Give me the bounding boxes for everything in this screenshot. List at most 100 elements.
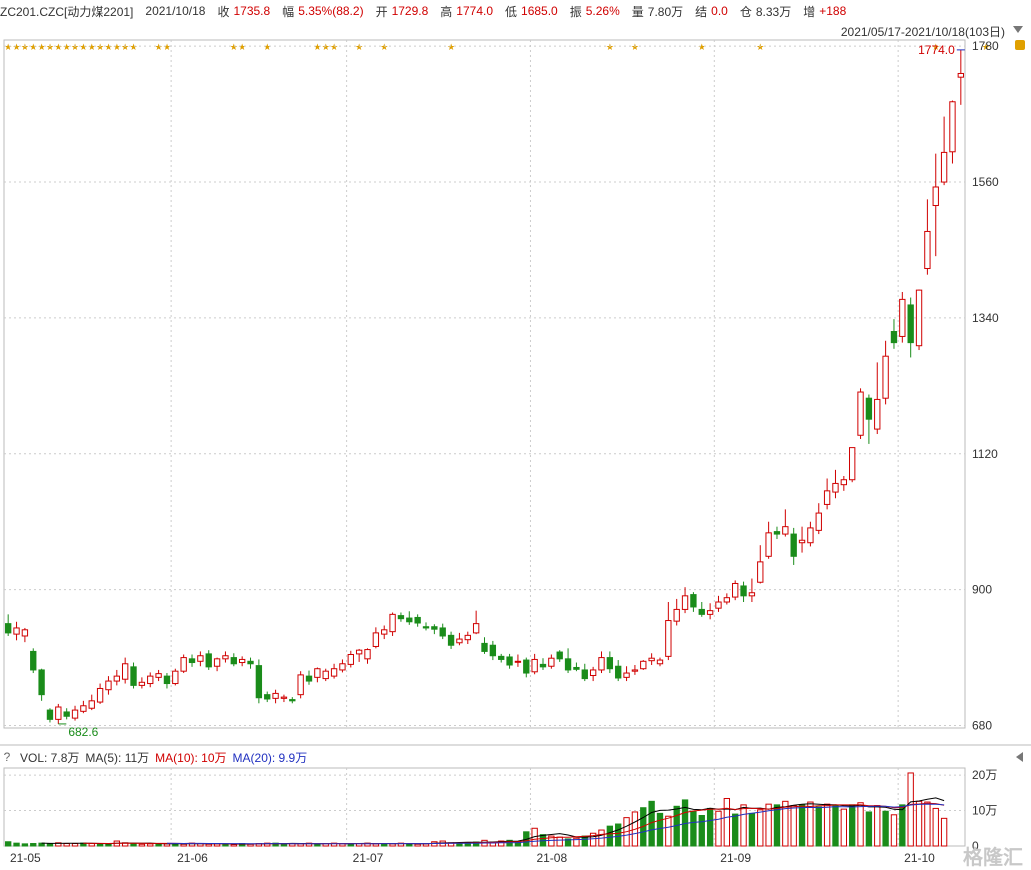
candle-body bbox=[882, 355, 889, 399]
volume-bar bbox=[765, 803, 772, 847]
candle-body bbox=[113, 675, 120, 682]
candle-body bbox=[924, 230, 931, 270]
candle-body bbox=[172, 670, 179, 685]
candle-body bbox=[422, 626, 430, 629]
star-marker: ★ bbox=[4, 42, 13, 52]
vol-ma10-line bbox=[83, 802, 945, 845]
volume-indicator-header: ? VOL: 7.8万 MA(5): 11万 MA(10): 10万 MA(20… bbox=[0, 748, 313, 766]
candle-body bbox=[589, 669, 597, 677]
candle-body bbox=[506, 656, 513, 666]
candle-body bbox=[96, 687, 104, 703]
candle-body bbox=[314, 668, 321, 678]
candle-body bbox=[147, 675, 154, 685]
volume-bar bbox=[773, 804, 781, 847]
volume-bar bbox=[230, 844, 237, 847]
star-marker: ★ bbox=[229, 42, 238, 52]
candle-body bbox=[907, 304, 914, 344]
candle-body bbox=[489, 644, 497, 657]
scroll-left-icon[interactable] bbox=[1016, 752, 1023, 762]
candle-body bbox=[5, 623, 12, 634]
candle-body bbox=[681, 595, 689, 610]
vol-ma10: MA(10): 10万 bbox=[155, 750, 227, 765]
star-marker: ★ bbox=[931, 42, 940, 52]
volume-bar bbox=[740, 804, 747, 847]
volume-bar bbox=[130, 843, 137, 847]
candle-body bbox=[832, 482, 839, 493]
candle-body bbox=[940, 151, 948, 183]
volume-bar bbox=[815, 806, 822, 847]
change-value: 5.35%(88.2) bbox=[298, 4, 364, 18]
volume-bar bbox=[21, 843, 29, 847]
price-tick-label: 900 bbox=[972, 583, 992, 597]
date-label: 2021/10/18 bbox=[145, 4, 206, 18]
star-marker: ★ bbox=[96, 42, 105, 52]
star-marker: ★ bbox=[112, 42, 121, 52]
candle-body bbox=[556, 651, 563, 660]
volume-bar bbox=[690, 810, 697, 847]
high-label: 高 bbox=[440, 4, 453, 19]
candle-body bbox=[21, 629, 29, 637]
volume-bar bbox=[63, 843, 70, 847]
candle-body bbox=[431, 626, 438, 630]
range-dropdown-icon[interactable] bbox=[1013, 26, 1023, 33]
candle-body bbox=[381, 629, 388, 635]
candle-body bbox=[715, 601, 722, 609]
candle-body bbox=[857, 391, 864, 436]
star-marker: ★ bbox=[605, 42, 614, 52]
candle-body bbox=[815, 512, 822, 531]
x-tick-label: 21-05 bbox=[10, 851, 41, 865]
low-label: 低 bbox=[505, 4, 518, 19]
candle-body bbox=[355, 649, 363, 655]
candle-body bbox=[456, 638, 463, 644]
volume-bar bbox=[414, 843, 421, 847]
open-value: 1729.8 bbox=[391, 4, 429, 18]
candle-body bbox=[957, 72, 964, 78]
volume-bar bbox=[899, 804, 906, 847]
star-marker: ★ bbox=[62, 42, 71, 52]
high-annotation: 1774.0 bbox=[918, 43, 955, 57]
candle-body bbox=[222, 655, 229, 660]
lock-icon[interactable] bbox=[1015, 40, 1025, 50]
volume-bar bbox=[915, 800, 923, 847]
candle-body bbox=[13, 627, 20, 635]
volume-bar bbox=[882, 810, 889, 847]
candle-body bbox=[631, 669, 639, 672]
candle-body bbox=[564, 658, 572, 671]
candle-body bbox=[581, 669, 588, 680]
candle-body bbox=[105, 680, 112, 691]
star-marker: ★ bbox=[162, 42, 172, 52]
candle-body bbox=[823, 490, 831, 505]
star-marker: ★ bbox=[447, 42, 456, 52]
candle-body bbox=[773, 531, 781, 535]
help-icon[interactable]: ? bbox=[3, 750, 11, 764]
low-annotation: 682.6 bbox=[68, 725, 98, 739]
volume-bar bbox=[665, 815, 672, 847]
star-marker: ★ bbox=[154, 42, 163, 52]
vol-value: VOL: 7.8万 bbox=[20, 750, 80, 765]
candle-body bbox=[765, 532, 772, 557]
volume-bar bbox=[548, 835, 555, 847]
volume-bar bbox=[932, 807, 939, 847]
candle-body bbox=[890, 331, 898, 344]
candle-body bbox=[55, 706, 62, 720]
volume-bar bbox=[205, 843, 212, 847]
candle-body bbox=[121, 663, 129, 680]
candle-body bbox=[932, 186, 939, 207]
price-tick-label: 1340 bbox=[972, 311, 999, 325]
candle-body bbox=[389, 613, 396, 633]
star-marker: ★ bbox=[20, 42, 29, 52]
amplitude-value: 5.26% bbox=[585, 4, 620, 18]
change-label: 幅 bbox=[282, 4, 295, 19]
volume-bar bbox=[732, 813, 739, 847]
candle-body bbox=[514, 660, 522, 663]
volume-bar bbox=[723, 797, 731, 847]
settle-label: 结 bbox=[695, 4, 708, 19]
star-marker: ★ bbox=[313, 42, 322, 52]
candle-body bbox=[30, 650, 37, 671]
star-marker: ★ bbox=[380, 42, 389, 52]
volume-bar bbox=[798, 804, 806, 847]
candle-body bbox=[322, 670, 329, 680]
x-tick-label: 21-09 bbox=[720, 851, 751, 865]
candle-body bbox=[698, 608, 705, 615]
